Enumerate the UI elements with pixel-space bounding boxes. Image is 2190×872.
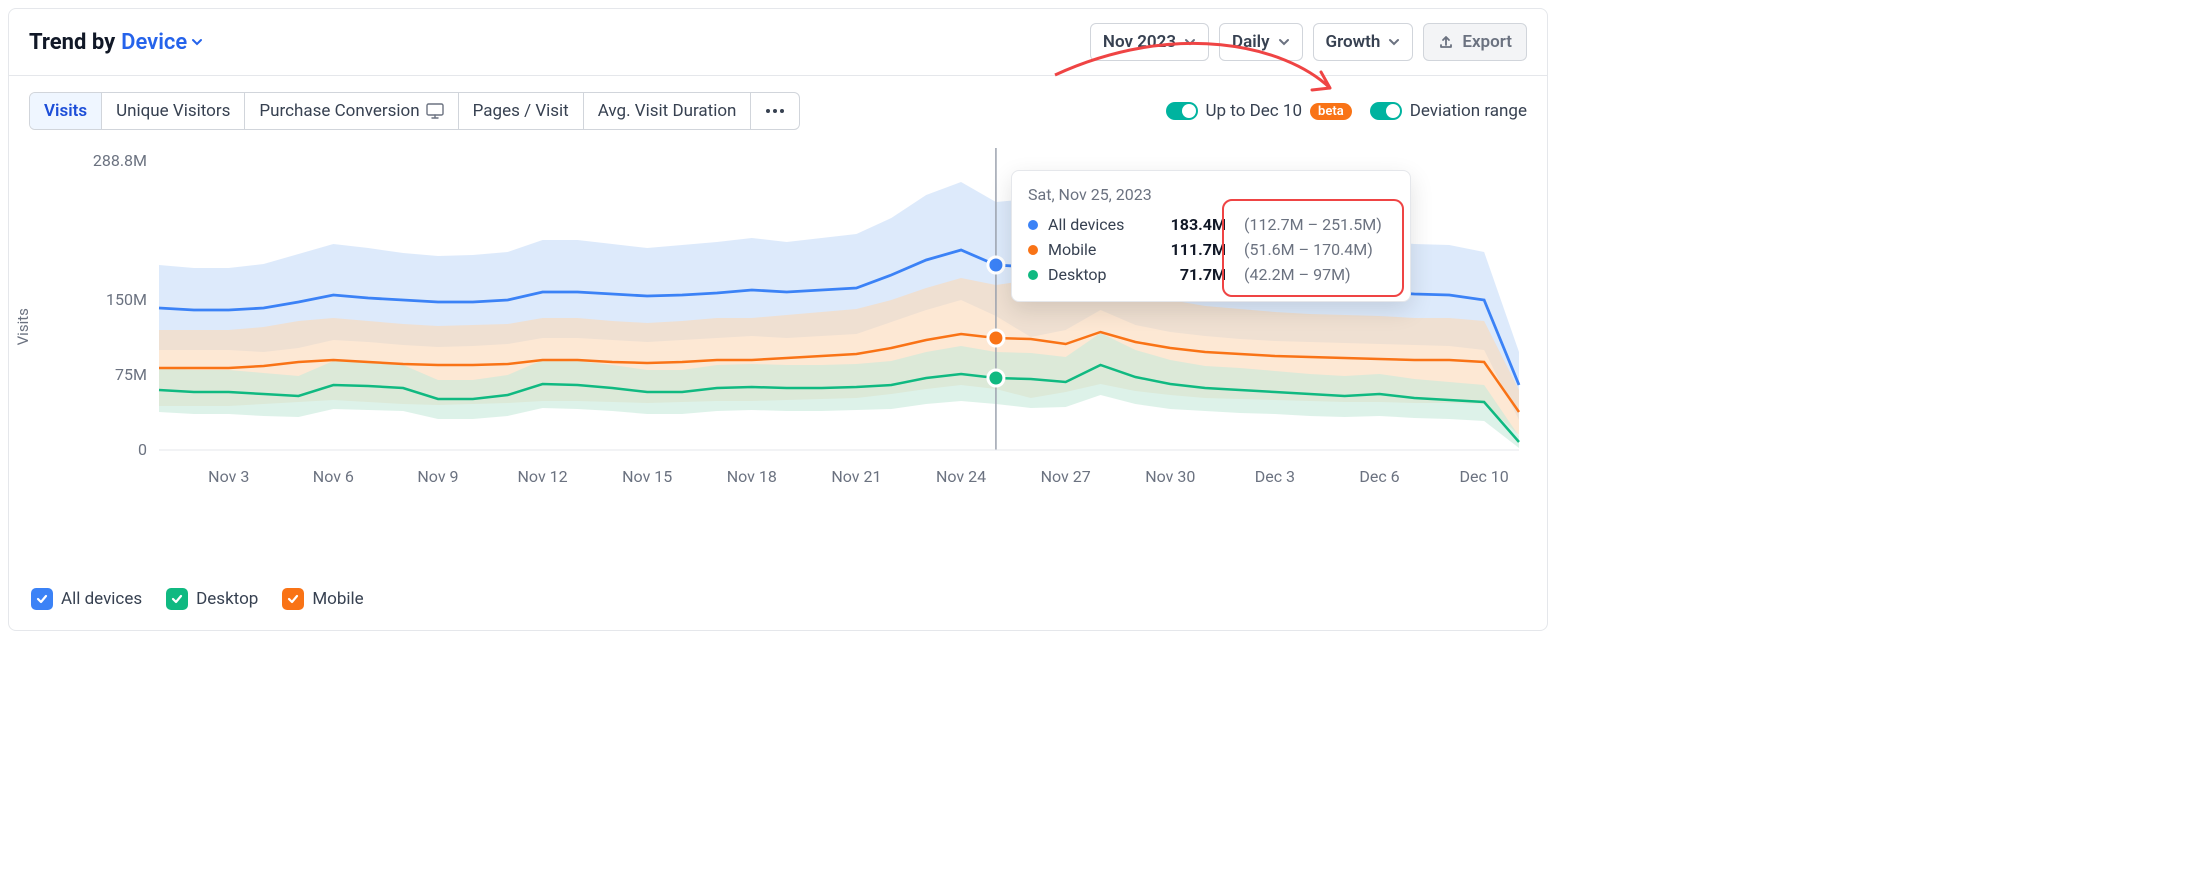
tooltip-value: 183.4M	[1154, 215, 1226, 234]
annotation-highlight-box	[1222, 199, 1404, 297]
chart-legend: All devices Desktop Mobile	[29, 588, 1527, 610]
metric-tabs: VisitsUnique VisitorsPurchase Conversion…	[29, 92, 800, 130]
metric-select[interactable]: Growth	[1313, 23, 1414, 61]
legend-label: Mobile	[312, 589, 363, 609]
chart-tooltip: Sat, Nov 25, 2023 All devices 183.4M (11…	[1011, 170, 1411, 302]
legend-checkbox	[282, 588, 304, 610]
tab-purchase-conversion[interactable]: Purchase Conversion	[245, 93, 458, 129]
beta-badge: beta	[1310, 103, 1352, 120]
tooltip-series-label: Desktop	[1048, 265, 1144, 284]
tabs-row: VisitsUnique VisitorsPurchase Conversion…	[29, 92, 1527, 130]
svg-text:150M: 150M	[106, 290, 147, 309]
svg-text:0: 0	[138, 440, 147, 459]
tab-more[interactable]	[751, 93, 799, 129]
header-controls: Nov 2023 Daily Growth Export	[1090, 23, 1527, 61]
svg-text:Dec 10: Dec 10	[1459, 467, 1508, 486]
svg-text:Nov 15: Nov 15	[622, 467, 672, 486]
title-device-dropdown[interactable]: Device	[121, 30, 203, 55]
chevron-down-icon	[191, 36, 203, 48]
tab-visits[interactable]: Visits	[30, 93, 102, 129]
legend-item[interactable]: Desktop	[166, 588, 258, 610]
title-prefix: Trend by	[29, 30, 115, 55]
tooltip-dot	[1028, 245, 1038, 255]
tooltip-series-label: Mobile	[1048, 240, 1144, 259]
svg-text:Nov 27: Nov 27	[1041, 467, 1091, 486]
metric-value: Growth	[1326, 32, 1381, 52]
chevron-down-icon	[1278, 36, 1290, 48]
chevron-down-icon	[1388, 36, 1400, 48]
granularity-value: Daily	[1232, 32, 1269, 52]
deviation-switch[interactable]	[1370, 102, 1402, 120]
up-to-switch[interactable]	[1166, 102, 1198, 120]
legend-item[interactable]: All devices	[31, 588, 142, 610]
toggles: Up to Dec 10 beta Deviation range	[1166, 101, 1527, 121]
tooltip-dot	[1028, 270, 1038, 280]
deviation-toggle: Deviation range	[1370, 101, 1527, 121]
period-value: Nov 2023	[1103, 32, 1176, 52]
legend-item[interactable]: Mobile	[282, 588, 363, 610]
y-axis-label: Visits	[14, 308, 32, 345]
deviation-label: Deviation range	[1410, 101, 1527, 121]
tooltip-value: 111.7M	[1154, 240, 1226, 259]
svg-text:Nov 30: Nov 30	[1145, 467, 1195, 486]
header-title: Trend by Device	[29, 30, 203, 55]
trend-card: Trend by Device Nov 2023 Daily Growth Ex…	[8, 8, 1548, 631]
svg-text:75M: 75M	[115, 365, 147, 384]
legend-checkbox	[166, 588, 188, 610]
card-body: VisitsUnique VisitorsPurchase Conversion…	[9, 76, 1547, 630]
export-button[interactable]: Export	[1423, 23, 1527, 61]
svg-text:Nov 24: Nov 24	[936, 467, 986, 486]
chevron-down-icon	[1184, 36, 1196, 48]
export-label: Export	[1462, 32, 1512, 52]
svg-text:Nov 3: Nov 3	[208, 467, 249, 486]
svg-text:Nov 6: Nov 6	[313, 467, 354, 486]
upload-icon	[1438, 34, 1454, 50]
legend-checkbox	[31, 588, 53, 610]
tab-unique-visitors[interactable]: Unique Visitors	[102, 93, 245, 129]
chart-area: Visits 075M150M288.8MNov 3Nov 6Nov 9Nov …	[29, 140, 1527, 570]
svg-text:Dec 6: Dec 6	[1359, 467, 1399, 486]
tab-avg-visit-duration[interactable]: Avg. Visit Duration	[584, 93, 752, 129]
more-icon	[765, 108, 785, 114]
title-link-text: Device	[121, 30, 187, 55]
svg-text:Nov 18: Nov 18	[727, 467, 777, 486]
period-select[interactable]: Nov 2023	[1090, 23, 1209, 61]
tooltip-series-label: All devices	[1048, 215, 1144, 234]
tooltip-dot	[1028, 220, 1038, 230]
svg-text:Nov 9: Nov 9	[417, 467, 458, 486]
tab-pages-visit[interactable]: Pages / Visit	[459, 93, 584, 129]
legend-label: Desktop	[196, 589, 258, 609]
granularity-select[interactable]: Daily	[1219, 23, 1302, 61]
up-to-toggle: Up to Dec 10 beta	[1166, 101, 1352, 121]
legend-label: All devices	[61, 589, 142, 609]
svg-text:Dec 3: Dec 3	[1255, 467, 1295, 486]
svg-text:Nov 12: Nov 12	[518, 467, 568, 486]
svg-text:288.8M: 288.8M	[93, 151, 147, 170]
svg-text:Nov 21: Nov 21	[831, 467, 881, 486]
tooltip-value: 71.7M	[1154, 265, 1226, 284]
card-header: Trend by Device Nov 2023 Daily Growth Ex…	[9, 9, 1547, 76]
monitor-icon	[426, 103, 444, 119]
up-to-label: Up to Dec 10	[1206, 101, 1303, 121]
